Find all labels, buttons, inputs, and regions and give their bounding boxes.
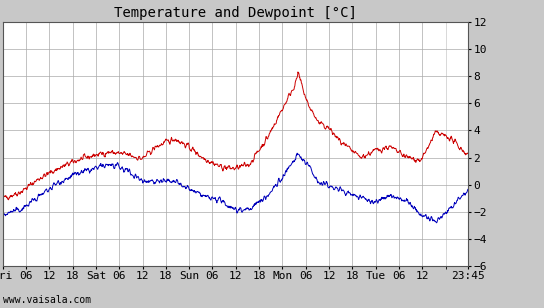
Title: Temperature and Dewpoint [°C]: Temperature and Dewpoint [°C] (114, 6, 357, 20)
Text: www.vaisala.com: www.vaisala.com (3, 295, 91, 305)
